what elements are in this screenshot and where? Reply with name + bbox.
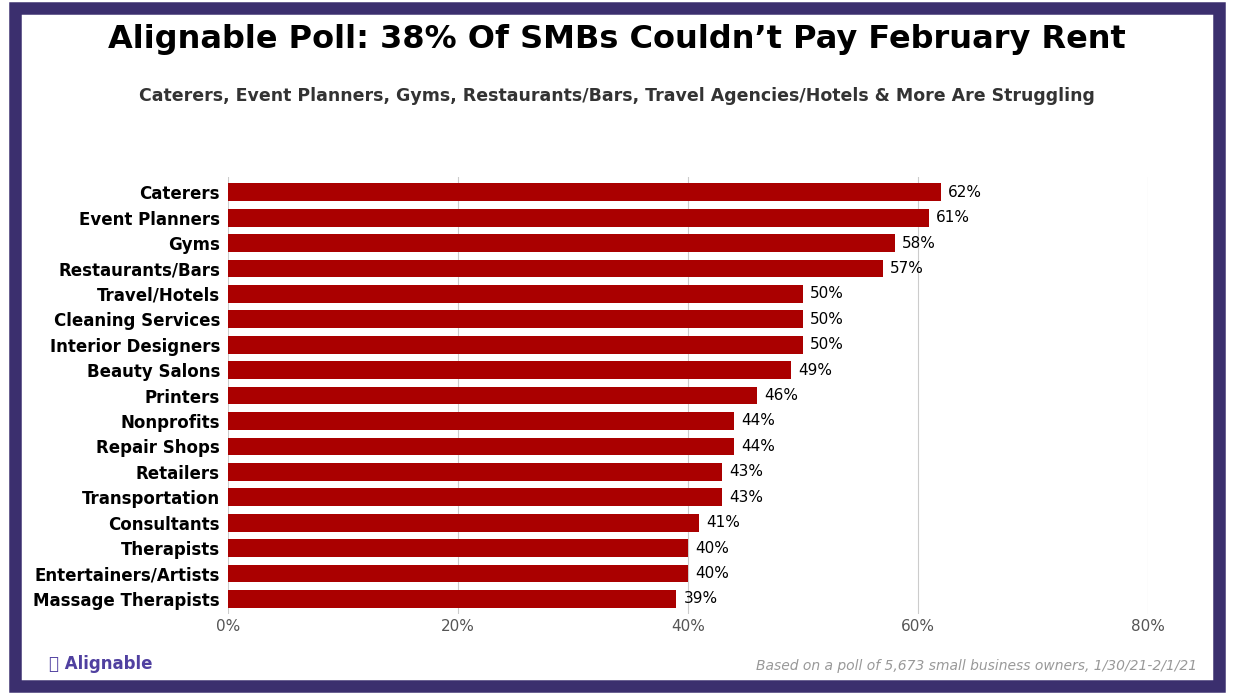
Text: 50%: 50%	[810, 312, 844, 327]
Bar	[228, 463, 722, 481]
Bar	[228, 209, 929, 226]
Text: 43%: 43%	[729, 464, 764, 480]
Text: 44%: 44%	[740, 414, 775, 428]
Bar	[228, 412, 734, 430]
Text: Caterers, Event Planners, Gyms, Restaurants/Bars, Travel Agencies/Hotels & More : Caterers, Event Planners, Gyms, Restaura…	[139, 87, 1095, 105]
Bar	[228, 260, 884, 278]
Text: 50%: 50%	[810, 287, 844, 301]
Text: Based on a poll of 5,673 small business owners, 1/30/21-2/1/21: Based on a poll of 5,673 small business …	[756, 659, 1197, 673]
Text: 61%: 61%	[937, 210, 970, 225]
Text: 44%: 44%	[740, 439, 775, 454]
Bar	[228, 514, 700, 532]
Bar	[228, 285, 803, 303]
Bar	[228, 234, 895, 252]
Bar	[228, 565, 687, 582]
Bar	[228, 489, 722, 506]
Text: 62%: 62%	[948, 185, 982, 200]
Bar	[228, 336, 803, 354]
Text: 50%: 50%	[810, 337, 844, 353]
Text: 40%: 40%	[695, 541, 729, 556]
Text: 39%: 39%	[684, 591, 717, 607]
Bar	[228, 590, 676, 608]
Text: 57%: 57%	[890, 261, 924, 276]
Text: 58%: 58%	[902, 235, 935, 251]
Text: 49%: 49%	[798, 363, 832, 378]
Text: 40%: 40%	[695, 566, 729, 581]
Bar	[228, 387, 756, 405]
Bar	[228, 310, 803, 328]
Text: Ⓢ Alignable: Ⓢ Alignable	[49, 655, 153, 673]
Bar	[228, 437, 734, 455]
Bar	[228, 362, 791, 379]
Text: Alignable Poll: 38% Of SMBs Couldn’t Pay February Rent: Alignable Poll: 38% Of SMBs Couldn’t Pay…	[109, 24, 1125, 56]
Bar	[228, 183, 940, 201]
Text: 43%: 43%	[729, 490, 764, 505]
Text: 41%: 41%	[706, 515, 740, 530]
Text: 46%: 46%	[764, 388, 798, 403]
Bar	[228, 539, 687, 557]
